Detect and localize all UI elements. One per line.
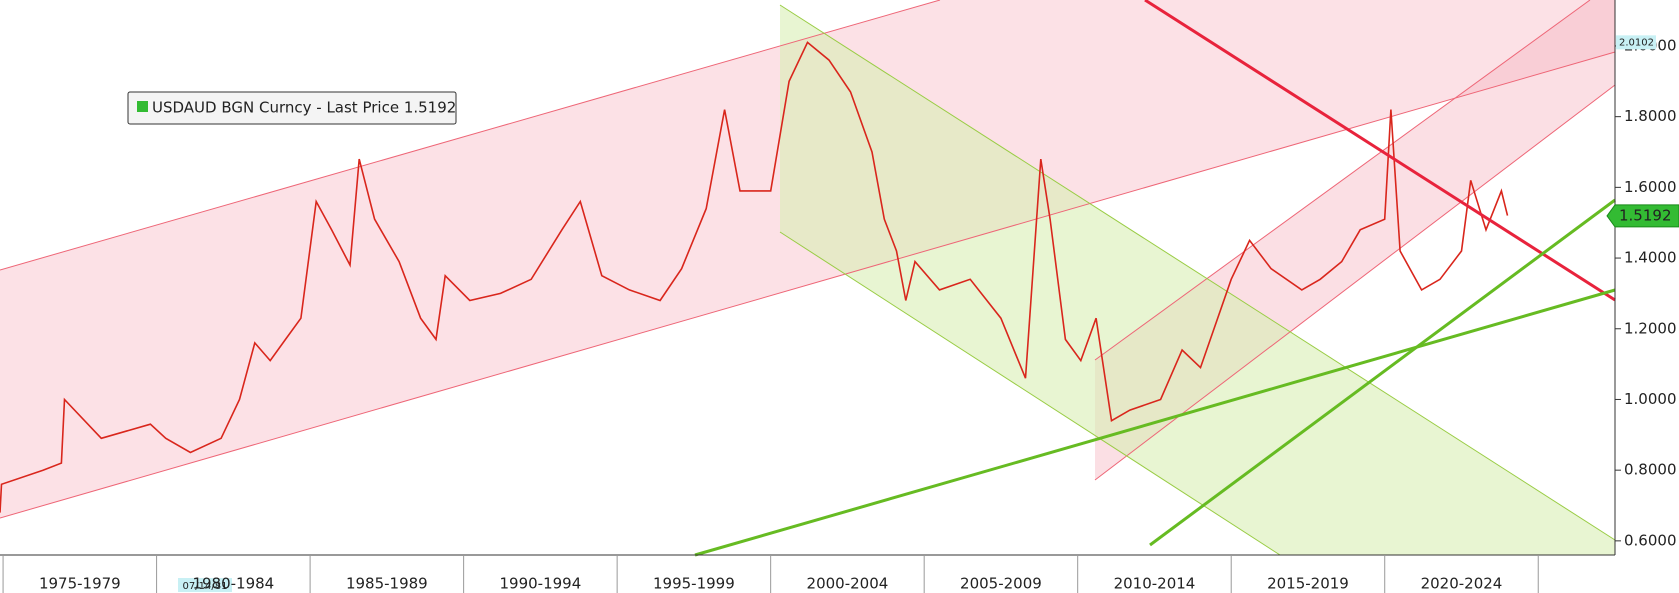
crosshair-tag [178,578,232,592]
y-tick-label: 1.6000 [1624,178,1677,196]
legend-label: USDAUD BGN Curncy - Last Price 1.5192 [152,99,456,117]
price-line [0,41,1509,513]
trend-line [1144,0,1616,302]
plot [0,41,1509,513]
channel-line [0,0,941,271]
x-tick-label: 2020-2024 [1421,575,1503,593]
trend-line [1149,198,1616,547]
y-tick-label: 1.8000 [1624,107,1677,125]
pink-channel [0,0,1615,518]
high-tag [1616,35,1656,50]
y-tick-label: 1.4000 [1624,249,1677,267]
last-tag [1606,204,1679,228]
trend-line [694,288,1616,557]
y-tick-label: 1.0000 [1624,390,1677,408]
high-tag-label: 2.0102 [1619,37,1654,48]
x-tick-label: 1975-1979 [39,575,121,593]
x-tick-label: 2000-2004 [807,575,889,593]
legend-box [127,91,457,125]
y-tick-label: 0.8000 [1624,461,1677,479]
x-tick-label: 2005-2009 [960,575,1042,593]
legend-swatch [137,101,148,112]
channel-line [1094,0,1591,361]
channel-line [779,231,1281,556]
y-tick-label: 1.2000 [1624,319,1677,337]
x-tick-label: 1985-1989 [346,575,428,593]
channel-line [779,4,1616,541]
crosshair-date: 07/14/81 [183,581,228,592]
green-channel [780,5,1615,555]
last-tag-label: 1.5192 [1619,206,1672,224]
y-tick-label: 0.6000 [1624,531,1677,549]
x-tick-label: 1995-1999 [653,575,735,593]
x-tick-label: 1990-1994 [499,575,581,593]
x-tick-label: 2010-2014 [1114,575,1196,593]
x-tick-label: 1980-1984 [192,575,274,593]
legend: USDAUD BGN Curncy - Last Price 1.5192 [127,91,457,125]
x-tick-label: 2015-2019 [1267,575,1349,593]
